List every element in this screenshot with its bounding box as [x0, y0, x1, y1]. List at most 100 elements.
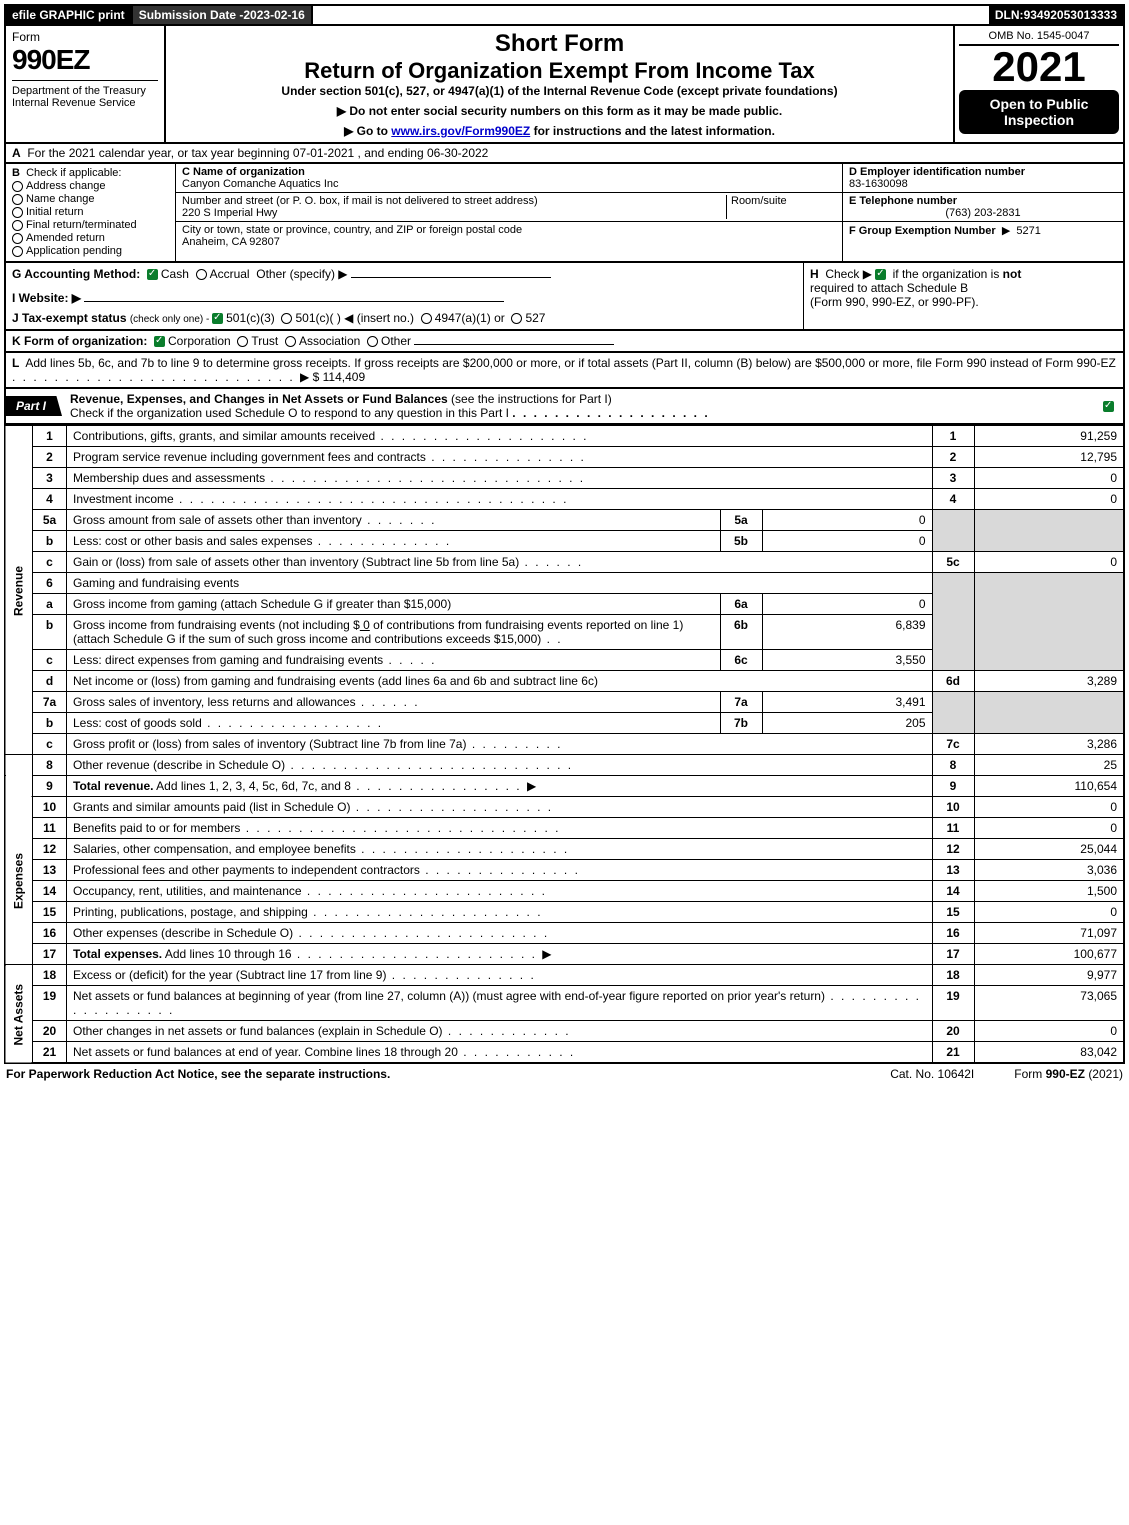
- line-21-code: 21: [932, 1042, 974, 1064]
- part-i-title-main: Revenue, Expenses, and Changes in Net As…: [70, 392, 448, 406]
- line-11-amt: 0: [974, 818, 1124, 839]
- j-label: J Tax-exempt status: [12, 311, 127, 325]
- lbl-final-return: Final return/terminated: [26, 219, 137, 231]
- chk-501c3[interactable]: [212, 313, 223, 324]
- other-method-input[interactable]: [351, 277, 551, 278]
- line-13-amt: 3,036: [974, 860, 1124, 881]
- line-a-text: For the 2021 calendar year, or tax year …: [27, 146, 488, 160]
- dln-value: 93492053013333: [1024, 8, 1117, 22]
- lbl-other-org: Other: [381, 334, 411, 348]
- vlabel-spacer2: [5, 776, 33, 797]
- line-7b-num: b: [33, 713, 67, 734]
- vlabel-netassets: Net Assets: [5, 965, 33, 1064]
- line-7a-num: 7a: [33, 692, 67, 713]
- dots: . . . . . . . . . . . . . . . . . . .: [512, 406, 709, 420]
- line-9-code: 9: [932, 776, 974, 797]
- chk-4947[interactable]: [421, 313, 432, 324]
- line-15-code: 15: [932, 902, 974, 923]
- chk-initial-return[interactable]: [12, 207, 23, 218]
- section-g: G Accounting Method: Cash Accrual Other …: [12, 267, 797, 281]
- chk-trust[interactable]: [237, 336, 248, 347]
- line-2-amt: 12,795: [974, 447, 1124, 468]
- line-7c-amt: 3,286: [974, 734, 1124, 755]
- lbl-other-method: Other (specify) ▶: [256, 267, 347, 281]
- line-7c-num: c: [33, 734, 67, 755]
- chk-schedule-o-part-i[interactable]: [1103, 401, 1114, 412]
- irs-link[interactable]: www.irs.gov/Form990EZ: [391, 124, 530, 138]
- chk-501c[interactable]: [281, 313, 292, 324]
- chk-corporation[interactable]: [154, 336, 165, 347]
- org-name: Canyon Comanche Aquatics Inc: [182, 178, 339, 190]
- line-13-code: 13: [932, 860, 974, 881]
- dots: . . . . . . . . . . . . . . . . . . . . …: [12, 370, 300, 384]
- vlabel-expenses: Expenses: [5, 797, 33, 965]
- line-9-num: 9: [33, 776, 67, 797]
- header-mid: Short Form Return of Organization Exempt…: [166, 26, 953, 142]
- footer-form-bold: 990-EZ: [1046, 1067, 1085, 1081]
- line-13-desc: Professional fees and other payments to …: [73, 863, 420, 877]
- part-i-box: Part I: [6, 396, 62, 416]
- chk-schedule-b-not-required[interactable]: [875, 269, 886, 280]
- chk-accrual[interactable]: [196, 269, 207, 280]
- subdate-label: Submission Date -: [139, 8, 244, 22]
- phone-label: E Telephone number: [849, 195, 957, 207]
- line-5c-num: c: [33, 552, 67, 573]
- shade-5: [932, 510, 974, 552]
- lbl-accrual: Accrual: [210, 267, 250, 281]
- lbl-trust: Trust: [251, 334, 278, 348]
- vlabel-revenue: Revenue: [5, 426, 33, 755]
- line-14-code: 14: [932, 881, 974, 902]
- line-18-amt: 9,977: [974, 965, 1124, 986]
- form-word: Form: [12, 30, 158, 44]
- line-5b-desc: Less: cost or other basis and sales expe…: [73, 534, 312, 548]
- chk-association[interactable]: [285, 336, 296, 347]
- line-10-num: 10: [33, 797, 67, 818]
- line-2-num: 2: [33, 447, 67, 468]
- efile-print[interactable]: efile GRAPHIC print: [6, 6, 133, 24]
- chk-other-org[interactable]: [367, 336, 378, 347]
- dept-treasury: Department of the Treasury Internal Reve…: [12, 80, 158, 109]
- section-j: J Tax-exempt status (check only one) - 5…: [12, 311, 797, 325]
- line-5c-amt: 0: [974, 552, 1124, 573]
- chk-name-change[interactable]: [12, 194, 23, 205]
- line-3-code: 3: [932, 468, 974, 489]
- line-12-amt: 25,044: [974, 839, 1124, 860]
- c-name-label: C Name of organization: [182, 166, 305, 178]
- chk-application-pending[interactable]: [12, 246, 23, 257]
- line-a: A For the 2021 calendar year, or tax yea…: [4, 144, 1125, 164]
- submission-date: Submission Date - 2023-02-16: [133, 6, 313, 24]
- part-i-subline: Check if the organization used Schedule …: [70, 406, 509, 420]
- part-i-header: Part I Revenue, Expenses, and Changes in…: [4, 389, 1125, 425]
- website-input[interactable]: [84, 301, 504, 302]
- line-5a-num: 5a: [33, 510, 67, 531]
- chk-amended-return[interactable]: [12, 233, 23, 244]
- line-14-amt: 1,500: [974, 881, 1124, 902]
- line-3-amt: 0: [974, 468, 1124, 489]
- line-6c-desc: Less: direct expenses from gaming and fu…: [73, 653, 383, 667]
- dln-label: DLN:: [995, 8, 1024, 22]
- line-1-num: 1: [33, 426, 67, 447]
- line-1-code: 1: [932, 426, 974, 447]
- line-20-num: 20: [33, 1021, 67, 1042]
- h-label: H: [810, 267, 819, 281]
- line-7c-desc: Gross profit or (loss) from sales of inv…: [73, 737, 466, 751]
- line-17-desc: Total expenses.: [73, 947, 162, 961]
- c-city-label: City or town, state or province, country…: [182, 224, 522, 236]
- section-h: H Check ▶ if the organization is not req…: [803, 263, 1123, 329]
- line-15-num: 15: [33, 902, 67, 923]
- line-6a-mlab: 6a: [720, 594, 762, 615]
- line-5a-mlab: 5a: [720, 510, 762, 531]
- line-15-amt: 0: [974, 902, 1124, 923]
- g-label: G Accounting Method:: [12, 267, 140, 281]
- chk-address-change[interactable]: [12, 181, 23, 192]
- short-form-title: Short Form: [172, 30, 947, 58]
- gross-receipts: 114,409: [300, 370, 365, 384]
- line-12-code: 12: [932, 839, 974, 860]
- chk-final-return[interactable]: [12, 220, 23, 231]
- line-19-code: 19: [932, 986, 974, 1021]
- chk-527[interactable]: [511, 313, 522, 324]
- group-exemption-value: 5271: [1016, 225, 1040, 237]
- other-org-input[interactable]: [414, 344, 614, 345]
- chk-cash[interactable]: [147, 269, 158, 280]
- vlabel-spacer: [5, 755, 33, 776]
